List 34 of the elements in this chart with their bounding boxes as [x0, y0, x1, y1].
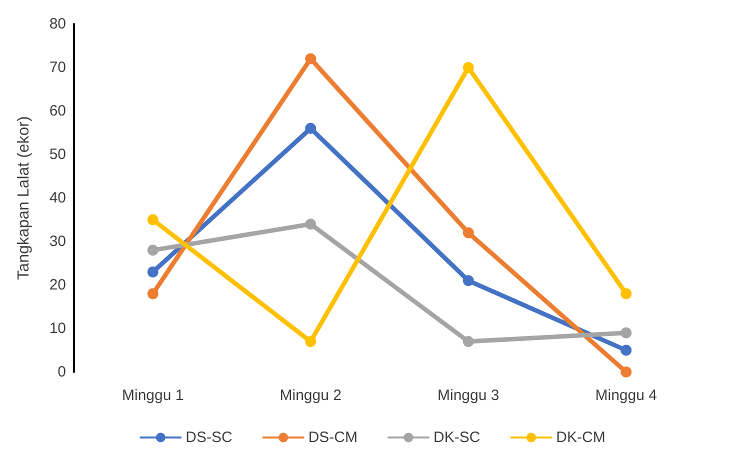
point	[305, 53, 316, 64]
legend-label: DK-SC	[434, 429, 480, 446]
x-tick-label: Minggu 2	[280, 387, 342, 404]
legend-label: DK-CM	[556, 429, 606, 446]
point	[462, 336, 474, 348]
x-tick-label: Minggu 1	[122, 387, 184, 404]
point	[620, 288, 632, 300]
point	[305, 122, 316, 134]
point	[147, 214, 158, 226]
point	[305, 218, 316, 230]
legend-label: DS-SC	[186, 429, 233, 446]
point	[620, 327, 632, 338]
y-tick-label: 80	[49, 16, 66, 32]
y-tick-label: 50	[49, 146, 66, 163]
y-tick-label: 30	[49, 233, 66, 250]
point	[462, 227, 474, 238]
point	[147, 288, 158, 300]
point	[462, 62, 474, 73]
y-tick-label: 70	[49, 59, 66, 76]
point	[305, 336, 316, 348]
y-tick-label: 60	[49, 102, 66, 120]
x-tick-label: Minggu 3	[438, 387, 500, 404]
y-axis-title: Tangkapan Lalat (ekor)	[16, 116, 32, 280]
point	[462, 275, 474, 286]
point	[147, 266, 158, 278]
legend-label: DS-CM	[308, 429, 358, 446]
y-tick-label: 10	[49, 320, 66, 337]
point	[620, 344, 632, 356]
point	[147, 244, 158, 256]
y-tick-label: 40	[49, 190, 66, 206]
y-tick-label: 20	[49, 276, 66, 294]
point	[620, 366, 632, 378]
x-tick-label: Minggu 4	[595, 387, 657, 404]
y-tick-label: 0	[58, 364, 66, 380]
